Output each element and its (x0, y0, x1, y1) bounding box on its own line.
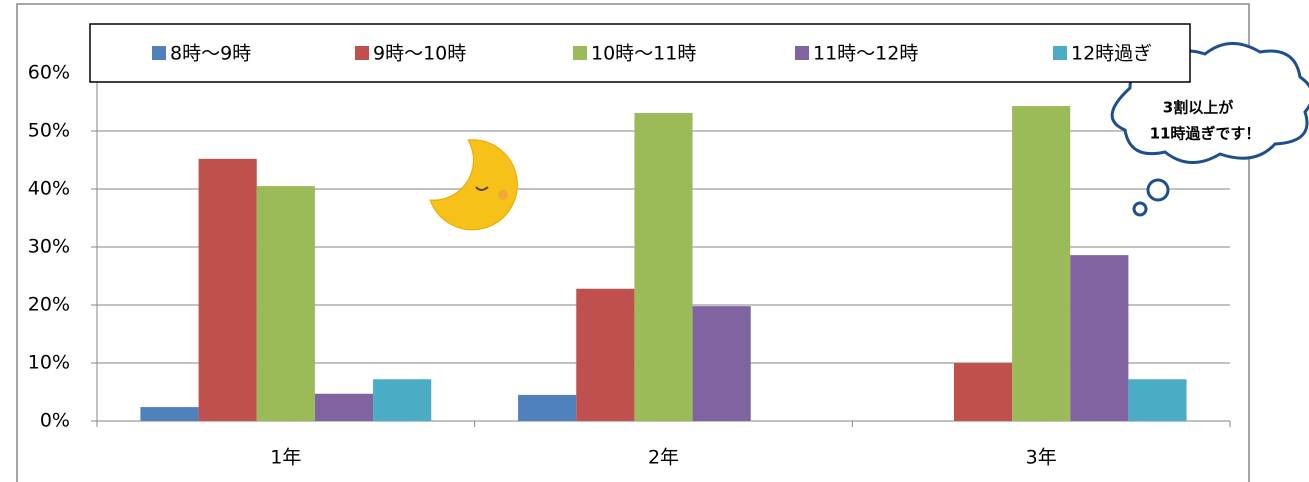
legend-label: 9時～10時 (373, 43, 466, 65)
bar (518, 395, 576, 421)
x-tick-label: 1年 (270, 447, 301, 469)
legend-swatch (355, 46, 369, 60)
y-tick-label: 40% (28, 178, 70, 200)
annotation: 11時過ぎです！ (1150, 125, 1261, 143)
legend-swatch (152, 46, 166, 60)
y-tick-label: 0% (40, 410, 70, 432)
legend-label: 8時～9時 (170, 43, 251, 65)
bar (576, 289, 634, 421)
bar (1070, 255, 1128, 421)
y-tick-label: 10% (28, 352, 70, 374)
bar (1012, 106, 1070, 421)
bar (140, 407, 198, 421)
y-tick-label: 50% (28, 120, 70, 142)
bar (1128, 379, 1186, 421)
legend-swatch (1053, 46, 1067, 60)
bar (257, 186, 315, 421)
legend-swatch (795, 46, 809, 60)
chart: 3割以上が 11時過ぎです！ 0% 10% 20% 30% 40% 50% 60% 1年 2年 3… (0, 0, 1309, 482)
legend-label: 11時～12時 (813, 43, 918, 65)
x-tick-label: 2年 (648, 447, 679, 469)
bar (373, 379, 431, 421)
legend-label: 12時過ぎ (1071, 43, 1152, 65)
y-tick-label: 20% (28, 294, 70, 316)
y-tick-label: 60% (28, 62, 70, 84)
legend-swatch (573, 46, 587, 60)
annotation: 3割以上が (1163, 99, 1234, 117)
x-tick-label: 3年 (1026, 447, 1057, 469)
legend-label: 10時～11時 (591, 43, 696, 65)
bar (199, 159, 257, 421)
bar (634, 113, 692, 421)
bar (693, 306, 751, 421)
bar (315, 394, 373, 421)
bar (954, 363, 1012, 421)
y-tick-label: 30% (28, 236, 70, 258)
